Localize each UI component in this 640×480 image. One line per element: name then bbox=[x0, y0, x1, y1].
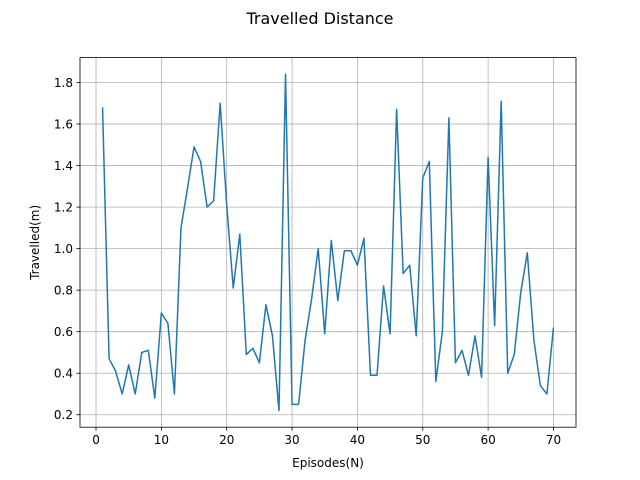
data-point bbox=[533, 339, 535, 341]
data-point bbox=[330, 240, 332, 242]
y-tick-label: 1.6 bbox=[54, 117, 73, 131]
data-point bbox=[298, 404, 300, 406]
data-point bbox=[455, 362, 457, 364]
y-tick-label: 1.4 bbox=[54, 159, 73, 173]
data-point bbox=[174, 393, 176, 395]
data-point bbox=[383, 285, 385, 287]
x-tick-label: 20 bbox=[219, 433, 234, 447]
x-tick-label: 0 bbox=[92, 433, 100, 447]
grid bbox=[80, 57, 576, 428]
data-point bbox=[141, 352, 143, 354]
data-point bbox=[520, 291, 522, 293]
data-point bbox=[402, 273, 404, 275]
data-point bbox=[474, 335, 476, 337]
data-point bbox=[448, 117, 450, 119]
data-point bbox=[167, 323, 169, 325]
x-axis-label: Episodes(N) bbox=[292, 456, 364, 470]
data-point bbox=[246, 354, 248, 356]
x-tick-label: 50 bbox=[415, 433, 430, 447]
data-point bbox=[487, 156, 489, 158]
plot-frame bbox=[79, 57, 577, 428]
data-point bbox=[337, 300, 339, 302]
data-point bbox=[376, 374, 378, 376]
data-point bbox=[442, 331, 444, 333]
y-tick-label: 1.2 bbox=[54, 200, 73, 214]
data-point bbox=[115, 370, 117, 372]
data-point bbox=[409, 264, 411, 266]
data-point bbox=[259, 362, 261, 364]
data-point bbox=[180, 227, 182, 229]
data-point bbox=[154, 397, 156, 399]
x-tick-label: 10 bbox=[154, 433, 169, 447]
data-point bbox=[317, 248, 319, 250]
data-point bbox=[265, 304, 267, 306]
data-point bbox=[121, 393, 123, 395]
x-tick-label: 60 bbox=[480, 433, 495, 447]
x-tick-label: 30 bbox=[284, 433, 299, 447]
data-point bbox=[546, 393, 548, 395]
y-tick-label: 1.8 bbox=[54, 76, 73, 90]
data-point bbox=[494, 325, 496, 327]
data-point bbox=[134, 393, 136, 395]
data-point bbox=[389, 333, 391, 335]
data-point bbox=[213, 200, 215, 202]
data-point bbox=[370, 374, 372, 376]
data-point bbox=[108, 358, 110, 360]
data-point bbox=[324, 333, 326, 335]
data-point bbox=[553, 327, 555, 329]
data-point bbox=[226, 204, 228, 206]
series-group bbox=[101, 73, 555, 412]
y-tick-label: 0.4 bbox=[54, 367, 73, 381]
data-point bbox=[363, 237, 365, 239]
chart-title: Travelled Distance bbox=[245, 9, 393, 28]
y-axis-label: Travelled(m) bbox=[28, 205, 42, 281]
y-tick-label: 0.8 bbox=[54, 283, 73, 297]
data-point bbox=[481, 377, 483, 379]
data-point bbox=[128, 364, 130, 366]
data-point bbox=[396, 109, 398, 111]
data-point bbox=[415, 335, 417, 337]
data-point bbox=[304, 339, 306, 341]
data-point bbox=[468, 374, 470, 376]
data-point bbox=[344, 250, 346, 252]
data-point bbox=[428, 161, 430, 163]
data-point bbox=[219, 102, 221, 104]
data-point bbox=[161, 312, 163, 314]
data-point bbox=[193, 146, 195, 148]
data-point bbox=[435, 381, 437, 383]
data-point bbox=[102, 107, 104, 109]
y-tick-label: 1.0 bbox=[54, 242, 73, 256]
data-point bbox=[357, 264, 359, 266]
data-point bbox=[285, 73, 287, 75]
data-point bbox=[527, 252, 529, 254]
data-point bbox=[540, 385, 542, 387]
y-tick-label: 0.6 bbox=[54, 325, 73, 339]
data-point bbox=[272, 335, 274, 337]
data-point bbox=[252, 348, 254, 350]
data-point bbox=[278, 410, 280, 412]
x-tick-label: 40 bbox=[350, 433, 365, 447]
data-point bbox=[200, 161, 202, 163]
data-point bbox=[513, 354, 515, 356]
data-point bbox=[350, 250, 352, 252]
data-point bbox=[507, 372, 509, 374]
data-point bbox=[187, 188, 189, 190]
y-tick-label: 0.2 bbox=[54, 408, 73, 422]
data-point bbox=[239, 233, 241, 235]
data-point bbox=[422, 177, 424, 179]
data-point bbox=[232, 287, 234, 289]
data-point bbox=[461, 350, 463, 352]
data-point bbox=[291, 404, 293, 406]
x-tick-label: 70 bbox=[546, 433, 561, 447]
data-point bbox=[206, 206, 208, 208]
series-line bbox=[101, 73, 555, 412]
data-point bbox=[500, 100, 502, 102]
axis-ticks: 0 10 20 30 40 50 60 70 0.2 0.4 0.6 0.8 1.0 1.2 1.4 1.6 1… bbox=[54, 76, 561, 447]
data-point bbox=[311, 298, 313, 300]
data-point bbox=[147, 350, 149, 352]
